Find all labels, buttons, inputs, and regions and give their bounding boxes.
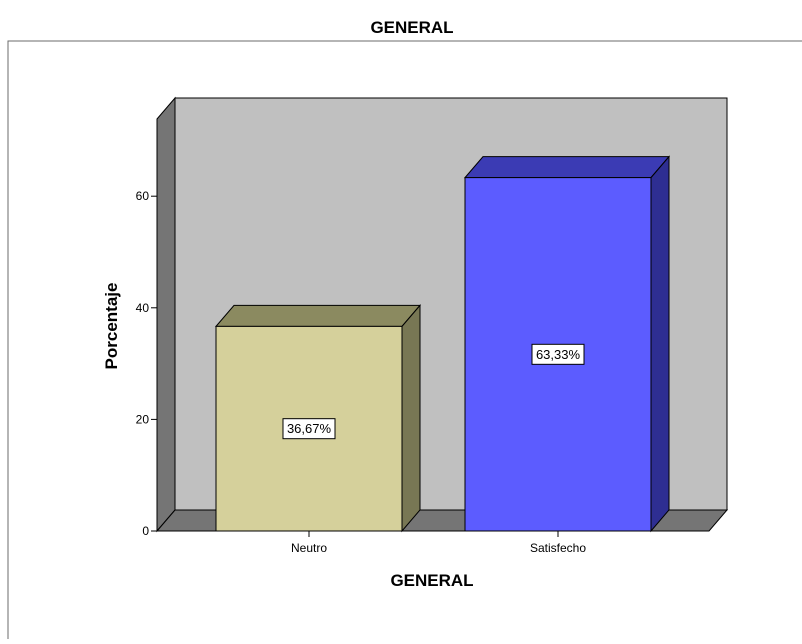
y-tick-label: 40 xyxy=(136,301,150,315)
bar-side-face xyxy=(650,155,670,533)
y-tick-label: 20 xyxy=(136,412,150,426)
y-ticks: 0 20 40 60 xyxy=(136,189,157,538)
data-label-box xyxy=(531,343,585,365)
data-label: 63,33% xyxy=(536,347,581,362)
bar-side-face xyxy=(401,304,421,533)
y-tick-label: 0 xyxy=(142,524,149,538)
data-label-box xyxy=(282,418,336,440)
chart-title: GENERAL xyxy=(370,18,453,37)
bars: 36,67% 63,33% xyxy=(214,155,671,533)
y-tick-label: 60 xyxy=(136,189,150,203)
bar-satisfecho: 63,33% xyxy=(463,155,671,533)
x-tick-label: Neutro xyxy=(291,541,327,555)
bar-neutro: 36,67% xyxy=(214,304,422,533)
bar-top-face xyxy=(463,156,671,179)
plot-frame xyxy=(7,40,802,639)
x-ticks: Neutro Satisfecho xyxy=(291,531,586,555)
y-axis-label: Porcentaje xyxy=(102,283,121,370)
x-axis-label: GENERAL xyxy=(390,571,473,590)
bar-top-face xyxy=(214,304,422,327)
data-label: 36,67% xyxy=(287,421,332,436)
left-side-wall xyxy=(156,96,176,533)
x-tick-label: Satisfecho xyxy=(530,541,586,555)
